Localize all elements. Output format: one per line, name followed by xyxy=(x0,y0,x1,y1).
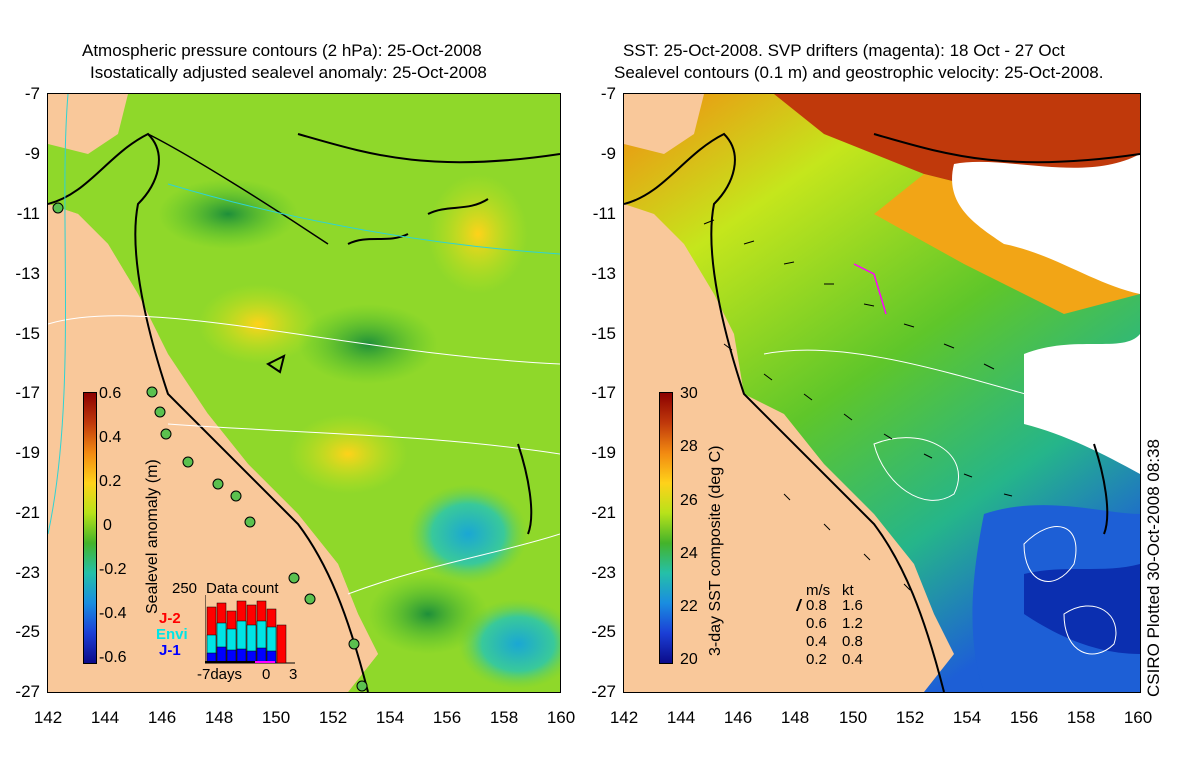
plot-credit: CSIRO Plotted 30-Oct-2008 08:38 xyxy=(1144,439,1163,697)
velocity-key-ms-2: 0.4 xyxy=(806,633,827,650)
right-lon-tick: 142 xyxy=(609,708,639,727)
left-lon-tick: 156 xyxy=(432,708,462,727)
left-cbar-tick-1: 0.4 xyxy=(99,429,122,446)
right-title-line1: SST: 25-Oct-2008. SVP drifters (magenta)… xyxy=(623,41,1065,60)
right-lon-tick: 150 xyxy=(838,708,868,727)
data-count-bars xyxy=(205,595,295,664)
left-cbar-tick-6: -0.6 xyxy=(99,649,127,666)
right-title-line2: Sealevel contours (0.1 m) and geostrophi… xyxy=(614,63,1104,82)
velocity-key-header-kt: kt xyxy=(842,582,854,599)
right-lat-tick: -19 xyxy=(591,443,616,462)
sst-map-graphic xyxy=(624,94,1140,692)
right-cbar-tick-5: 20 xyxy=(680,651,698,668)
left-lat-tick: -7 xyxy=(24,84,40,103)
left-colorbar xyxy=(83,392,97,664)
left-cbar-tick-0: 0.6 xyxy=(99,385,122,402)
left-cbar-tick-3: 0 xyxy=(103,517,112,534)
velocity-arrow-icon-1 xyxy=(777,599,803,611)
velocity-key-kt-0: 1.6 xyxy=(842,597,863,614)
data-count-max: 250 xyxy=(172,580,198,597)
right-lat-tick: -27 xyxy=(591,682,616,701)
data-count-x-zero: 0 xyxy=(262,666,271,683)
left-cbar-tick-4: -0.2 xyxy=(99,561,127,578)
legend-envi: Envi xyxy=(156,626,188,643)
left-lon-tick: 158 xyxy=(489,708,519,727)
velocity-key-ms-0: 0.8 xyxy=(806,597,827,614)
data-count-inset: Data count 250 J-2 Envi J-1 -7days 0 3 xyxy=(150,580,300,685)
right-lon-tick: 154 xyxy=(952,708,982,727)
right-lat-tick: -21 xyxy=(591,503,616,522)
right-lon-tick: 156 xyxy=(1009,708,1039,727)
right-colorbar xyxy=(659,392,673,664)
right-lon-tick: 144 xyxy=(666,708,696,727)
left-cbar-tick-5: -0.4 xyxy=(99,605,127,622)
left-map-sealevel xyxy=(47,93,561,693)
left-lon-tick: 148 xyxy=(204,708,234,727)
velocity-key: m/s kt 0.8 1.6 0.6 1.2 0.4 0.8 0.2 0.4 xyxy=(777,582,900,672)
right-lon-tick: 158 xyxy=(1066,708,1096,727)
left-lat-tick: -11 xyxy=(16,204,40,223)
right-colorbar-label: 3-day SST composite (deg C) xyxy=(707,445,724,656)
right-lat-tick: -17 xyxy=(591,383,616,402)
right-lon-tick: 146 xyxy=(723,708,753,727)
left-lat-tick: -21 xyxy=(15,503,40,522)
left-title-line1: Atmospheric pressure contours (2 hPa): 2… xyxy=(82,41,482,60)
right-cbar-tick-2: 26 xyxy=(680,492,698,509)
right-lat-tick: -13 xyxy=(591,264,616,283)
right-lat-tick: -9 xyxy=(600,144,616,163)
left-lat-tick: -23 xyxy=(15,563,40,582)
legend-j1: J-1 xyxy=(159,642,181,659)
right-map-sst xyxy=(623,93,1141,693)
velocity-key-kt-2: 0.8 xyxy=(842,633,863,650)
left-lon-tick: 152 xyxy=(318,708,348,727)
velocity-key-header-ms: m/s xyxy=(806,582,831,599)
data-count-title: Data count xyxy=(206,580,279,597)
right-lon-tick: 148 xyxy=(780,708,810,727)
left-lon-tick: 144 xyxy=(90,708,120,727)
sealevel-map-graphic xyxy=(48,94,560,692)
right-lon-tick: 160 xyxy=(1123,708,1153,727)
left-title-line2: Isostatically adjusted sealevel anomaly:… xyxy=(90,63,487,82)
data-count-x-end: 3 xyxy=(289,666,298,683)
right-lat-tick: -15 xyxy=(591,324,616,343)
right-cbar-tick-1: 28 xyxy=(680,438,698,455)
right-lat-tick: -23 xyxy=(591,563,616,582)
velocity-key-kt-3: 0.4 xyxy=(842,651,863,668)
left-lat-tick: -19 xyxy=(15,443,40,462)
left-lon-tick: 142 xyxy=(33,708,63,727)
left-lon-tick: 160 xyxy=(546,708,576,727)
left-lat-tick: -25 xyxy=(15,622,40,641)
legend-j2: J-2 xyxy=(159,610,181,627)
left-lon-tick: 146 xyxy=(147,708,177,727)
data-count-x-start: -7days xyxy=(197,666,243,683)
right-lat-tick: -7 xyxy=(600,84,616,103)
right-lat-tick: -25 xyxy=(591,622,616,641)
left-lon-tick: 154 xyxy=(375,708,405,727)
right-lat-tick: -11 xyxy=(592,204,616,223)
left-lat-tick: -17 xyxy=(15,383,40,402)
left-lon-tick: 150 xyxy=(261,708,291,727)
left-cbar-tick-2: 0.2 xyxy=(99,473,122,490)
left-lat-tick: -13 xyxy=(15,264,40,283)
velocity-key-kt-1: 1.2 xyxy=(842,615,863,632)
right-lon-tick: 152 xyxy=(895,708,925,727)
velocity-key-ms-3: 0.2 xyxy=(806,651,827,668)
velocity-key-ms-1: 0.6 xyxy=(806,615,827,632)
left-lat-tick: -9 xyxy=(24,144,40,163)
right-cbar-tick-0: 30 xyxy=(680,385,698,402)
left-lat-tick: -15 xyxy=(15,324,40,343)
right-cbar-tick-3: 24 xyxy=(680,545,698,562)
left-lat-tick: -27 xyxy=(15,682,40,701)
right-cbar-tick-4: 22 xyxy=(680,598,698,615)
